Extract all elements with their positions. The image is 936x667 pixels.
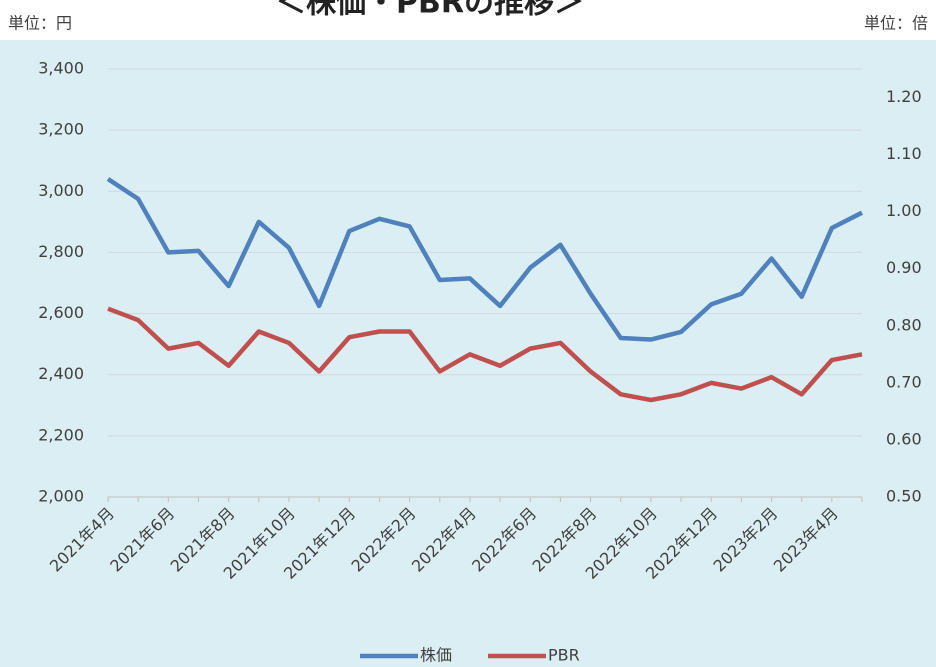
y-tick-label: 2,400 [38, 364, 84, 383]
y2-tick-label: 0.80 [886, 315, 922, 334]
y2-tick-label: 0.70 [886, 372, 922, 391]
legend-label: PBR [548, 646, 580, 665]
y2-tick-label: 1.10 [886, 144, 922, 163]
y-tick-label: 3,400 [38, 59, 84, 78]
y-tick-label: 3,000 [38, 181, 84, 200]
y2-tick-label: 1.20 [886, 87, 922, 106]
y-tick-label: 2,800 [38, 242, 84, 261]
y2-unit: 単位：倍 [864, 14, 928, 33]
series-line [107, 306, 863, 403]
legend-label: 株価 [420, 646, 452, 665]
y-tick-label: 2,200 [38, 425, 84, 444]
y2-tick-label: 0.60 [886, 429, 922, 448]
y-tick-label: 3,200 [38, 120, 84, 139]
y-tick-label: 2,000 [38, 487, 84, 506]
y2-tick-label: 0.50 [886, 487, 922, 506]
y2-tick-label: 0.90 [886, 258, 922, 277]
y2-tick-label: 1.00 [886, 201, 922, 220]
series-line [106, 177, 864, 342]
chart-title: ＜株価・PBRの推移＞ [276, 0, 584, 21]
y-unit: 単位：円 [8, 14, 72, 33]
y-tick-label: 2,600 [38, 303, 84, 322]
